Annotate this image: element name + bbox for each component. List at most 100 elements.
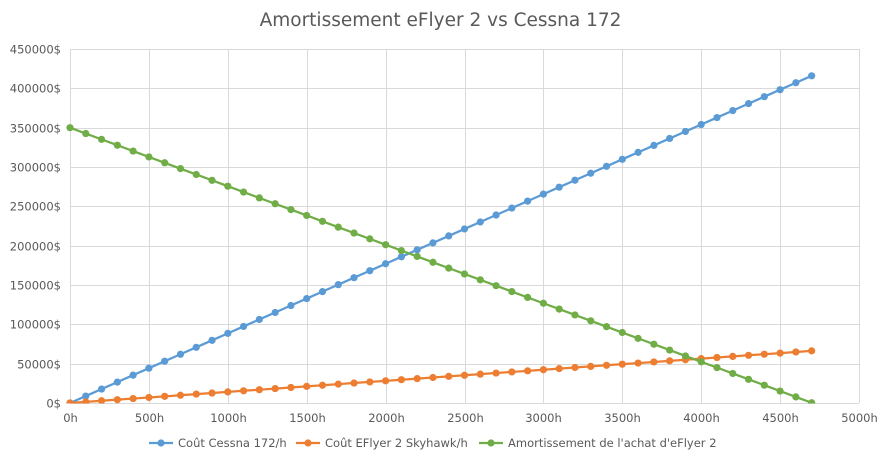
data-point: [729, 369, 737, 378]
x-tick-label: 1000h: [210, 411, 247, 425]
data-point: [97, 397, 106, 404]
data-point: [208, 336, 216, 344]
y-tick-label: 200000$: [10, 240, 61, 254]
data-point: [634, 148, 642, 156]
data-point: [224, 388, 232, 396]
x-tick-label: 3500h: [604, 411, 641, 425]
data-point: [666, 357, 674, 365]
data-point: [808, 399, 816, 404]
y-tick-label: 450000$: [10, 43, 61, 57]
data-point: [382, 241, 390, 249]
data-point: [113, 141, 121, 149]
data-point: [776, 349, 784, 357]
data-point: [729, 352, 737, 361]
data-point: [82, 129, 90, 138]
chart-title: Amortissement eFlyer 2 vs Cessna 172: [260, 10, 622, 31]
data-point: [571, 311, 579, 319]
data-point: [145, 393, 153, 402]
data-point: [255, 315, 263, 324]
data-point: [681, 127, 690, 136]
data-point: [760, 381, 768, 389]
data-point: [382, 260, 390, 268]
data-point: [382, 377, 390, 385]
data-point: [776, 86, 784, 94]
data-point: [476, 370, 484, 378]
data-point: [524, 197, 532, 205]
data-point: [176, 350, 185, 358]
data-point: [192, 170, 200, 179]
data-point: [587, 362, 595, 370]
x-tick-label: 1500h: [289, 411, 326, 425]
data-point: [239, 322, 248, 331]
x-tick-label: 2000h: [368, 411, 405, 425]
data-point: [476, 276, 484, 284]
data-point: [445, 264, 453, 272]
x-tick-label: 4000h: [683, 411, 720, 425]
legend-item: Coût EFlyer 2 Skyhawk/h: [296, 436, 468, 450]
data-point: [82, 392, 90, 400]
data-point: [760, 93, 768, 101]
data-point: [776, 387, 784, 395]
data-point: [161, 392, 169, 400]
data-point: [161, 159, 169, 167]
data-point: [366, 378, 374, 386]
legend-swatch-marker: [304, 439, 312, 447]
y-tick-label: 350000$: [10, 122, 61, 136]
data-point: [208, 176, 216, 184]
data-point: [334, 380, 342, 388]
data-point: [666, 134, 674, 143]
data-point: [555, 305, 563, 313]
data-point: [571, 363, 579, 372]
data-point: [460, 225, 469, 233]
y-tick-label: 0$: [46, 397, 61, 411]
data-point: [255, 386, 263, 394]
data-point: [239, 188, 248, 196]
grid: [70, 49, 860, 404]
data-point: [97, 135, 106, 143]
y-tick-label: 300000$: [10, 161, 61, 175]
data-point: [634, 359, 642, 367]
y-tick-label: 50000$: [17, 358, 61, 372]
data-point: [492, 369, 500, 377]
data-point: [303, 382, 311, 390]
data-point: [650, 141, 658, 150]
data-point: [524, 293, 532, 301]
data-point: [744, 375, 753, 383]
x-tick-label: 2500h: [447, 411, 484, 425]
data-point: [66, 399, 74, 404]
data-point: [176, 391, 185, 399]
data-point: [334, 223, 342, 231]
data-point: [445, 372, 453, 380]
data-point: [476, 218, 484, 226]
data-point: [318, 381, 327, 389]
legend-swatch-marker: [487, 439, 495, 447]
data-point: [650, 340, 658, 348]
data-point: [129, 394, 137, 403]
data-point: [650, 358, 658, 366]
data-point: [602, 361, 611, 369]
data-point: [255, 194, 263, 202]
data-point: [145, 364, 153, 372]
data-point: [413, 246, 421, 254]
data-point: [192, 343, 200, 351]
data-point: [618, 155, 626, 163]
data-point: [113, 378, 121, 386]
data-point: [681, 352, 690, 360]
data-point: [350, 379, 358, 387]
data-point: [161, 357, 169, 365]
data-point: [239, 387, 248, 395]
data-point: [539, 190, 548, 198]
legend: Coût Cessna 172/h Coût EFlyer 2 Skyhawk/h…: [149, 436, 717, 450]
data-point: [413, 375, 421, 383]
data-point: [744, 351, 753, 359]
data-point: [587, 317, 595, 325]
legend-swatch-marker: [157, 439, 165, 447]
data-point: [413, 252, 421, 261]
data-point: [366, 235, 374, 243]
data-point: [744, 100, 753, 108]
data-point: [808, 72, 816, 80]
data-point: [129, 371, 137, 379]
series-3: [66, 124, 816, 404]
